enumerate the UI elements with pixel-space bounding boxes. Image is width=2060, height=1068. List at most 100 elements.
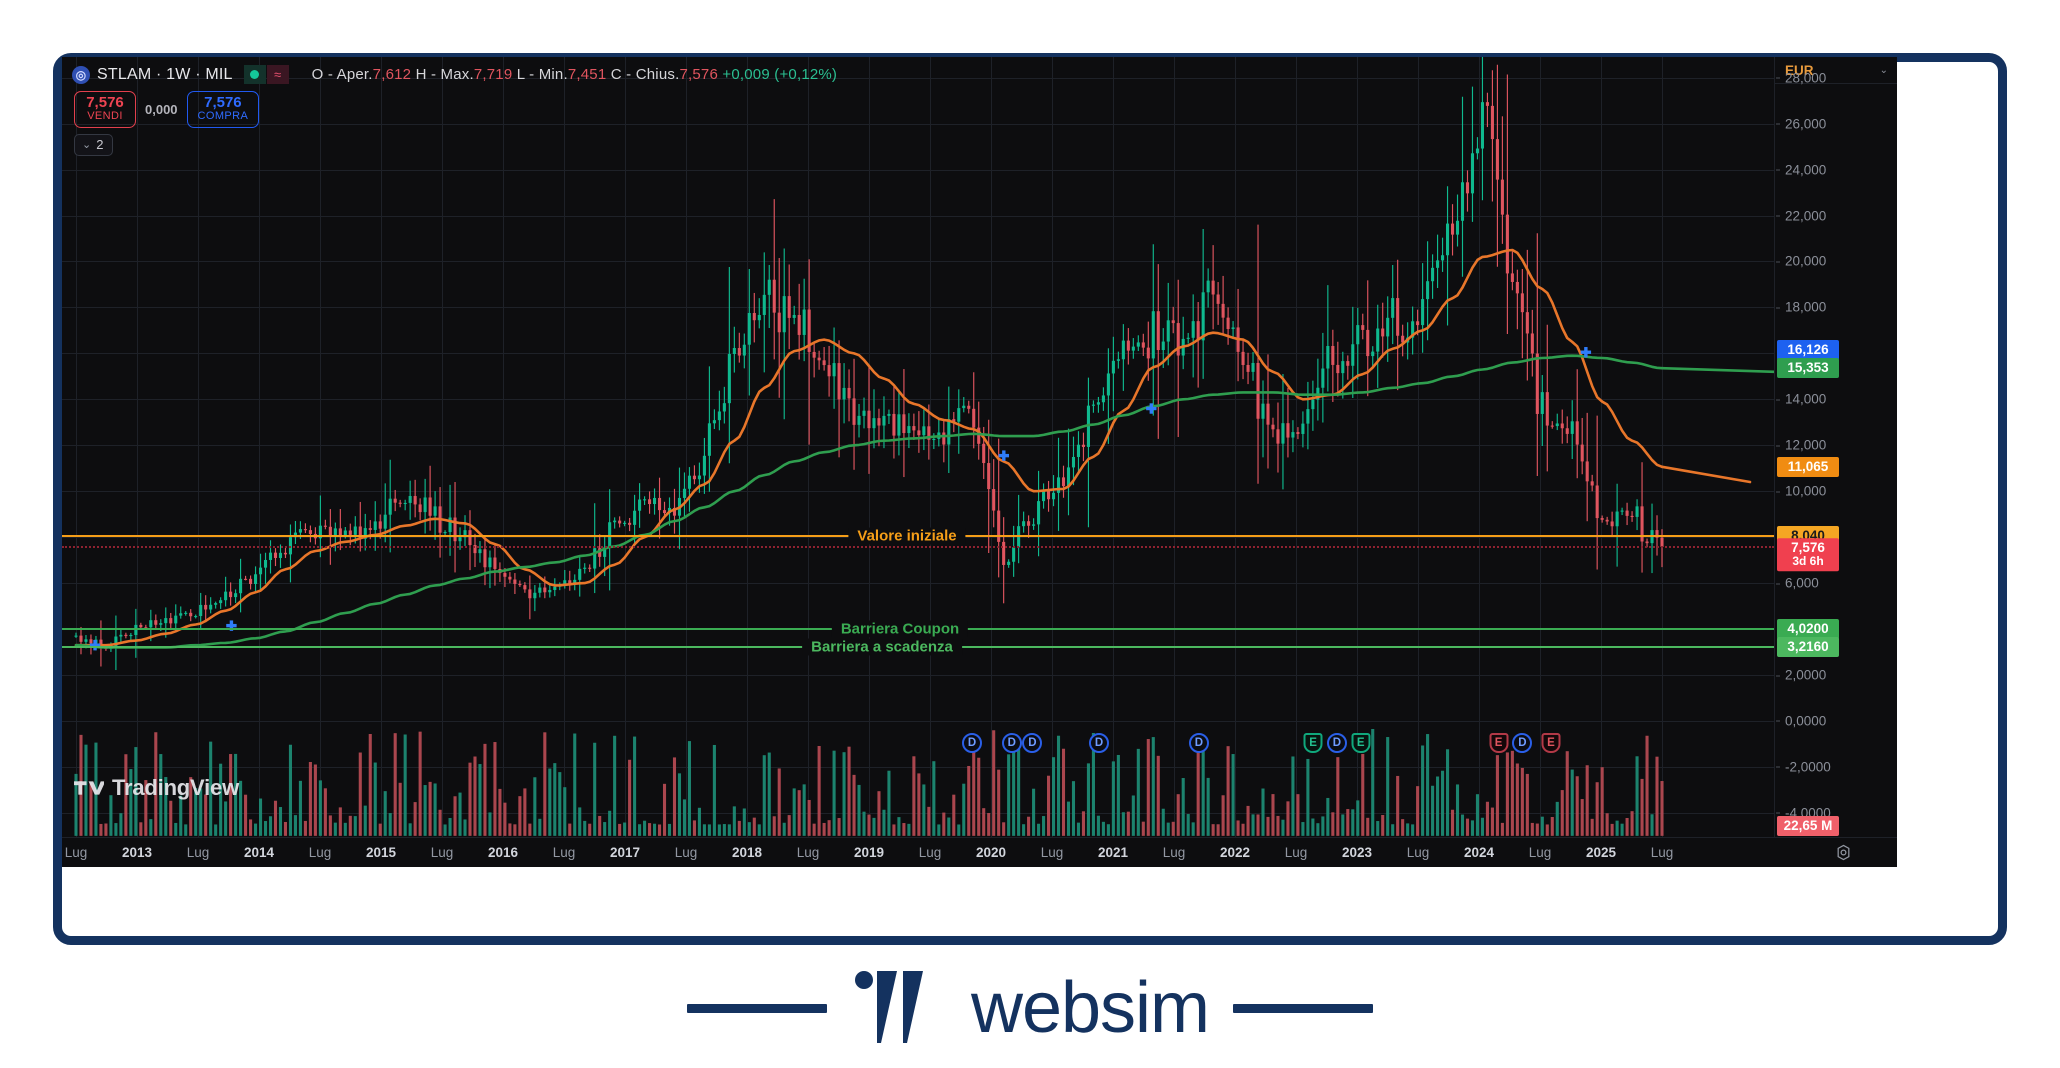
sell-label: VENDI — [87, 110, 123, 123]
spread-value: 0,000 — [145, 102, 178, 118]
ohlc-change-pct: (+0,12%) — [774, 66, 838, 83]
time-tick-year: 2016 — [487, 845, 519, 860]
chevron-down-icon: ⌄ — [1879, 64, 1888, 76]
ma-crossover-marker — [89, 639, 101, 651]
grid-line-horizontal — [62, 766, 1774, 768]
tradingview-watermark: TradingView — [74, 775, 239, 801]
grid-line-vertical — [76, 57, 77, 837]
price-and-volume-series — [74, 57, 1774, 836]
chart-legend[interactable]: ◎ STLAM · 1W · MIL ≈ O - Aper.7,612 H - … — [72, 65, 837, 84]
grid-line-vertical — [320, 57, 321, 837]
last-price-badge[interactable]: 7,576 3d 6h — [1777, 538, 1839, 572]
dividend-marker[interactable]: D — [1088, 733, 1109, 753]
time-tick-year: 2021 — [1097, 845, 1129, 860]
time-tick-month: Lug — [1162, 845, 1186, 860]
price-badge-value: 16,126 — [1787, 342, 1829, 358]
grid-line-vertical — [442, 57, 443, 837]
grid-line-vertical — [930, 57, 931, 837]
price-tick-label: 20,000 — [1775, 253, 1827, 269]
time-tick-month: Lug — [1528, 845, 1552, 860]
time-tick-month: Lug — [552, 845, 576, 860]
tradingview-chart[interactable]: Valore iniziale Barriera Coupon Barriera a… — [62, 57, 1897, 867]
grid-line-horizontal — [62, 353, 1774, 355]
quantity-stepper[interactable]: ⌄ 2 — [74, 134, 114, 156]
grid-line-vertical — [1479, 57, 1480, 837]
grid-line-vertical — [1113, 57, 1114, 837]
time-tick-month: Lug — [1650, 845, 1674, 860]
grid-line-vertical — [381, 57, 382, 837]
currency-label: EUR — [1785, 62, 1814, 78]
earnings-marker[interactable]: E — [1541, 733, 1561, 753]
grid-line-vertical — [808, 57, 809, 837]
buy-button[interactable]: 7,576 COMPRA — [186, 91, 260, 129]
approx-wave-icon: ≈ — [266, 65, 289, 84]
barriera-scadenza-badge[interactable]: 3,2160 — [1777, 637, 1839, 658]
study-line-label: Valore iniziale — [848, 527, 966, 545]
grid-line-vertical — [259, 57, 260, 837]
tradingview-watermark-text: TradingView — [112, 775, 239, 800]
grid-line-horizontal — [62, 169, 1774, 171]
grid-line-horizontal — [62, 123, 1774, 125]
ma-fast-price-badge[interactable]: 16,126 — [1777, 340, 1839, 361]
tradingview-logo-icon — [74, 781, 104, 795]
dividend-marker[interactable]: D — [1326, 733, 1347, 753]
price-scale[interactable]: EUR ⌄ 28,000 26,000 24,000 22,000 20,000 18,0… — [1774, 57, 1897, 867]
grid-line-vertical — [747, 57, 748, 837]
grid-line-horizontal — [62, 77, 1774, 79]
time-tick-month: Lug — [64, 845, 88, 860]
buy-price: 7,576 — [204, 94, 242, 111]
volume-badge[interactable]: 22,65 M — [1777, 815, 1839, 836]
dividend-marker[interactable]: D — [962, 733, 983, 753]
ma-crossover-marker — [1146, 403, 1157, 414]
time-tick-month: Lug — [186, 845, 210, 860]
ohlc-values: O - Aper.7,612 H - Max.7,719 L - Min.7,4… — [312, 66, 837, 83]
price-tick-label: -2,0000 — [1776, 759, 1831, 775]
grid-line-horizontal — [62, 675, 1774, 677]
dividend-marker[interactable]: D — [1022, 733, 1043, 753]
price-tick-label: 10,000 — [1775, 483, 1827, 499]
time-tick-year: 2017 — [609, 845, 641, 860]
dividend-marker[interactable]: D — [1188, 733, 1209, 753]
time-tick-year: 2018 — [731, 845, 763, 860]
price-badge-value: 3,2160 — [1787, 639, 1829, 655]
ma-crossover-marker — [226, 620, 237, 631]
ma-long-price-badge[interactable]: 11,065 — [1777, 456, 1839, 477]
time-tick-month: Lug — [1284, 845, 1308, 860]
symbol-title[interactable]: STLAM · 1W · MIL — [97, 65, 233, 83]
grid-line-vertical — [564, 57, 565, 837]
currency-selector[interactable]: EUR ⌄ — [1774, 57, 1897, 84]
dividend-marker[interactable]: D — [1512, 733, 1533, 753]
time-tick-year: 2015 — [365, 845, 397, 860]
study-line-label: Barriera a scadenza — [802, 638, 962, 656]
time-scale[interactable]: Lug 2013 Lug 2014 Lug 2015 Lug 2016 Lug 2017 Lug 20… — [62, 837, 1897, 867]
countdown-value: 3d 6h — [1792, 554, 1824, 569]
ohlc-low-value: 7,451 — [567, 66, 607, 83]
ma-crossover-marker — [1580, 347, 1592, 358]
price-tick-label: 14,000 — [1775, 391, 1827, 407]
earnings-marker[interactable]: E — [1303, 733, 1323, 753]
dividend-marker[interactable]: D — [1001, 733, 1022, 753]
time-tick-year: 2020 — [975, 845, 1007, 860]
price-tick-label: 28,000 — [1775, 70, 1827, 86]
price-badge-value: 7,576 — [1791, 540, 1825, 556]
trade-panel[interactable]: 7,576 VENDI 0,000 7,576 COMPRA — [74, 91, 260, 129]
earnings-marker[interactable]: E — [1489, 733, 1509, 753]
price-tick-label: 18,000 — [1775, 299, 1827, 315]
grid-line-horizontal — [62, 307, 1774, 309]
grid-line-vertical — [1601, 57, 1602, 837]
time-tick-month: Lug — [430, 845, 454, 860]
websim-footer: websim — [0, 948, 2060, 1068]
barriera-coupon-badge[interactable]: 4,0200 — [1777, 618, 1839, 639]
price-badge-value: 4,0200 — [1787, 620, 1829, 636]
gear-icon[interactable] — [1834, 843, 1853, 862]
earnings-marker[interactable]: E — [1351, 733, 1371, 753]
grid-line-vertical — [1540, 57, 1541, 837]
grid-line-horizontal — [62, 215, 1774, 217]
price-badge-value: 15,353 — [1787, 360, 1829, 376]
sell-button[interactable]: 7,576 VENDI — [74, 91, 136, 129]
footer-rule-right — [1233, 1003, 1374, 1013]
ohlc-open-value: 7,612 — [372, 66, 412, 83]
ma-slow-price-badge[interactable]: 15,353 — [1777, 358, 1839, 379]
chart-plot-area[interactable]: Valore iniziale Barriera Coupon Barriera a… — [62, 57, 1774, 837]
